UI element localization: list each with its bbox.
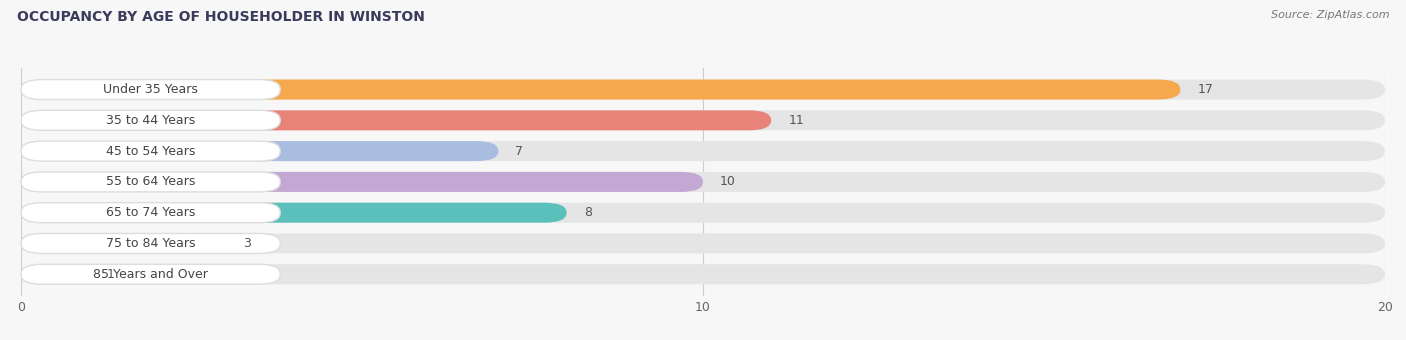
Text: 55 to 64 Years: 55 to 64 Years [105, 175, 195, 188]
Text: 8: 8 [583, 206, 592, 219]
FancyBboxPatch shape [21, 203, 280, 223]
FancyBboxPatch shape [21, 172, 703, 192]
FancyBboxPatch shape [21, 80, 280, 100]
Text: 45 to 54 Years: 45 to 54 Years [105, 144, 195, 158]
Text: 1: 1 [107, 268, 114, 281]
Text: 7: 7 [516, 144, 523, 158]
FancyBboxPatch shape [21, 203, 567, 223]
FancyBboxPatch shape [21, 80, 1385, 100]
FancyBboxPatch shape [21, 234, 280, 254]
Text: OCCUPANCY BY AGE OF HOUSEHOLDER IN WINSTON: OCCUPANCY BY AGE OF HOUSEHOLDER IN WINST… [17, 10, 425, 24]
Text: 65 to 74 Years: 65 to 74 Years [105, 206, 195, 219]
FancyBboxPatch shape [21, 110, 280, 130]
FancyBboxPatch shape [21, 141, 499, 161]
FancyBboxPatch shape [21, 264, 1385, 284]
Text: 75 to 84 Years: 75 to 84 Years [105, 237, 195, 250]
FancyBboxPatch shape [21, 110, 772, 130]
Text: 85 Years and Over: 85 Years and Over [93, 268, 208, 281]
Text: 11: 11 [789, 114, 804, 127]
Text: Source: ZipAtlas.com: Source: ZipAtlas.com [1271, 10, 1389, 20]
Text: 10: 10 [720, 175, 735, 188]
FancyBboxPatch shape [21, 172, 1385, 192]
Text: 35 to 44 Years: 35 to 44 Years [105, 114, 195, 127]
FancyBboxPatch shape [21, 172, 280, 192]
Text: Under 35 Years: Under 35 Years [103, 83, 198, 96]
Text: 3: 3 [243, 237, 250, 250]
FancyBboxPatch shape [21, 80, 1181, 100]
FancyBboxPatch shape [21, 264, 280, 284]
FancyBboxPatch shape [21, 234, 226, 254]
FancyBboxPatch shape [21, 264, 90, 284]
Text: 17: 17 [1198, 83, 1213, 96]
FancyBboxPatch shape [21, 141, 1385, 161]
FancyBboxPatch shape [21, 203, 1385, 223]
FancyBboxPatch shape [21, 110, 1385, 130]
FancyBboxPatch shape [21, 141, 280, 161]
FancyBboxPatch shape [21, 234, 1385, 254]
